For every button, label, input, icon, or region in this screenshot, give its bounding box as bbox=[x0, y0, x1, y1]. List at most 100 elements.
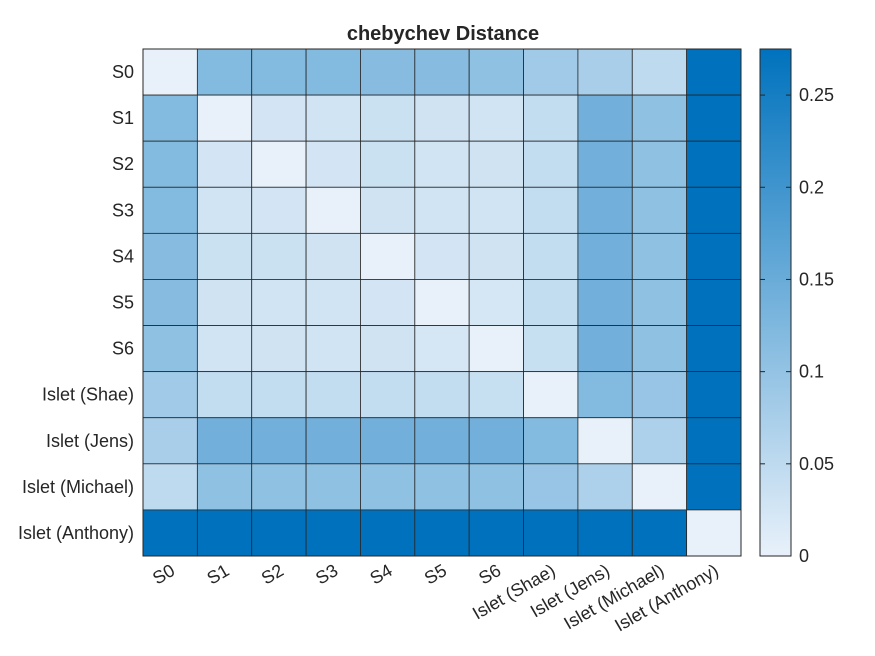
heatmap-cell-islet-shae-s1 bbox=[196, 371, 253, 419]
heatmap-cell-s6-islet-michael bbox=[631, 325, 688, 373]
y-tick-labels: S0 S1 S2 S3 S4 S5 S6 Islet (Shae) Islet (Jens) Is… bbox=[18, 62, 134, 543]
heatmap-cell-s4-s6 bbox=[468, 232, 524, 280]
colorbar-tick-label: 0.1 bbox=[799, 362, 824, 382]
heatmap-cell-islet-anthony-s0 bbox=[142, 509, 198, 557]
heatmap-cell-s6-s5 bbox=[414, 325, 470, 373]
y-tick-label-islet-anthony: Islet (Anthony) bbox=[18, 523, 134, 543]
heatmap-cell-islet-anthony-s2 bbox=[251, 509, 307, 557]
heatmap-cell-s3-s0 bbox=[142, 186, 198, 234]
heatmap-cell-s5-s0 bbox=[142, 279, 198, 326]
heatmap-cell-s1-s3 bbox=[305, 94, 361, 142]
heatmap-cell-s5-islet-michael bbox=[631, 279, 688, 326]
heatmap-cells bbox=[142, 48, 742, 557]
x-tick-label-s2: S2 bbox=[258, 560, 287, 588]
heatmap-cell-islet-michael-islet-michael bbox=[631, 463, 688, 511]
heatmap-cell-s1-s0 bbox=[142, 94, 198, 142]
heatmap-cell-s3-s4 bbox=[360, 186, 416, 234]
heatmap-cell-islet-michael-s1 bbox=[196, 463, 253, 511]
heatmap-cell-s1-s5 bbox=[414, 94, 470, 142]
colorbar-ticks: 0 0.05 0.1 0.15 0.2 0.25 bbox=[760, 85, 834, 566]
heatmap-cell-s1-s6 bbox=[468, 94, 524, 142]
heatmap-cell-s0-s5 bbox=[414, 48, 470, 96]
heatmap-cell-s3-islet-shae bbox=[523, 186, 579, 234]
heatmap-cell-islet-michael-islet-shae bbox=[523, 463, 579, 511]
heatmap-cell-s5-s1 bbox=[196, 279, 253, 326]
heatmap-cell-islet-jens-s3 bbox=[305, 417, 361, 465]
heatmap-cell-islet-anthony-islet-jens bbox=[577, 509, 633, 557]
heatmap-cell-s4-islet-michael bbox=[631, 232, 688, 280]
heatmap-cell-s4-islet-anthony bbox=[686, 232, 742, 280]
heatmap-cell-islet-anthony-s3 bbox=[305, 509, 361, 557]
heatmap-cell-s0-islet-jens bbox=[577, 48, 633, 96]
heatmap-cell-s1-s1 bbox=[196, 94, 253, 142]
heatmap-cell-islet-jens-s2 bbox=[251, 417, 307, 465]
heatmap-cell-s0-islet-anthony bbox=[686, 48, 742, 96]
heatmap-cell-islet-michael-s5 bbox=[414, 463, 470, 511]
heatmap-cell-s6-s4 bbox=[360, 325, 416, 373]
heatmap-cell-s3-s1 bbox=[196, 186, 253, 234]
x-tick-label-s5: S5 bbox=[421, 560, 450, 588]
heatmap-cell-s1-islet-shae bbox=[523, 94, 579, 142]
x-tick-label-s6: S6 bbox=[475, 560, 504, 588]
heatmap-cell-islet-jens-s6 bbox=[468, 417, 524, 465]
heatmap-cell-s4-s4 bbox=[360, 232, 416, 280]
heatmap-cell-islet-jens-islet-jens bbox=[577, 417, 633, 465]
heatmap-cell-s6-s0 bbox=[142, 325, 198, 373]
y-tick-label-s1: S1 bbox=[112, 108, 134, 128]
heatmap-cell-s4-s0 bbox=[142, 232, 198, 280]
heatmap-cell-s2-s4 bbox=[360, 140, 416, 188]
heatmap-cell-s4-s1 bbox=[196, 232, 253, 280]
heatmap-cell-s1-islet-jens bbox=[577, 94, 633, 142]
heatmap-cell-s0-s6 bbox=[468, 48, 524, 96]
heatmap-cell-s0-islet-michael bbox=[631, 48, 688, 96]
heatmap-cell-s3-s3 bbox=[305, 186, 361, 234]
heatmap-cell-islet-michael-s6 bbox=[468, 463, 524, 511]
heatmap-cell-s6-islet-anthony bbox=[686, 325, 742, 373]
heatmap-cell-islet-michael-islet-jens bbox=[577, 463, 633, 511]
heatmap-cell-s3-s5 bbox=[414, 186, 470, 234]
heatmap-cell-islet-michael-s2 bbox=[251, 463, 307, 511]
heatmap-cell-s3-islet-jens bbox=[577, 186, 633, 234]
heatmap-cell-s6-s3 bbox=[305, 325, 361, 373]
y-tick-label-s3: S3 bbox=[112, 200, 134, 220]
colorbar-tick-label: 0.05 bbox=[799, 454, 834, 474]
x-tick-label-s0: S0 bbox=[149, 560, 178, 588]
y-tick-label-islet-shae: Islet (Shae) bbox=[42, 385, 134, 405]
heatmap-cell-islet-michael-s4 bbox=[360, 463, 416, 511]
heatmap-cell-s6-s2 bbox=[251, 325, 307, 373]
heatmap-cell-islet-michael-s0 bbox=[142, 463, 198, 511]
x-tick-label-s3: S3 bbox=[312, 560, 341, 588]
heatmap-cell-s6-s1 bbox=[196, 325, 253, 373]
heatmap-cell-islet-anthony-s4 bbox=[360, 509, 416, 557]
colorbar-tick-label: 0.15 bbox=[799, 269, 834, 289]
heatmap-cell-s0-s3 bbox=[305, 48, 361, 96]
heatmap-cell-s2-s3 bbox=[305, 140, 361, 188]
chart-title: chebychev Distance bbox=[347, 23, 539, 45]
heatmap-cell-s2-s0 bbox=[142, 140, 198, 188]
heatmap-cell-s1-s2 bbox=[251, 94, 307, 142]
heatmap-cell-islet-shae-islet-anthony bbox=[686, 371, 742, 419]
heatmap-cell-islet-anthony-islet-anthony bbox=[686, 509, 742, 557]
heatmap-cell-islet-shae-s0 bbox=[142, 371, 198, 419]
colorbar-tick-label: 0.25 bbox=[799, 85, 834, 105]
heatmap-cell-s0-islet-shae bbox=[523, 48, 579, 96]
heatmap-cell-s5-s4 bbox=[360, 279, 416, 326]
y-tick-label-islet-jens: Islet (Jens) bbox=[46, 431, 134, 451]
y-tick-label-s0: S0 bbox=[112, 62, 134, 82]
heatmap-cell-s3-s2 bbox=[251, 186, 307, 234]
heatmap-cell-s2-islet-anthony bbox=[686, 140, 742, 188]
heatmap-cell-s5-s5 bbox=[414, 279, 470, 326]
x-tick-label-s4: S4 bbox=[367, 560, 396, 588]
heatmap-cell-islet-anthony-s1 bbox=[196, 509, 253, 557]
heatmap-cell-s4-s2 bbox=[251, 232, 307, 280]
heatmap-cell-islet-shae-s6 bbox=[468, 371, 524, 419]
heatmap-cell-islet-shae-s5 bbox=[414, 371, 470, 419]
heatmap-cell-s6-islet-jens bbox=[577, 325, 633, 373]
heatmap-cell-s0-s2 bbox=[251, 48, 307, 96]
y-tick-label-islet-michael: Islet (Michael) bbox=[22, 477, 134, 497]
colorbar-tick-label: 0.2 bbox=[799, 177, 824, 197]
heatmap-cell-s5-s2 bbox=[251, 279, 307, 326]
heatmap-cell-s6-s6 bbox=[468, 325, 524, 373]
heatmap-cell-s2-s2 bbox=[251, 140, 307, 188]
